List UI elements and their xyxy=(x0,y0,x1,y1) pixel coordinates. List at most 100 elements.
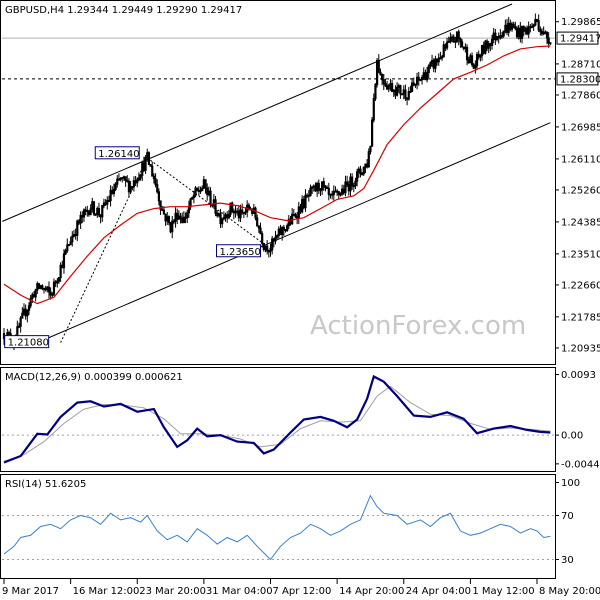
candle xyxy=(354,177,357,189)
candle xyxy=(462,46,465,51)
candle xyxy=(509,19,512,32)
candle xyxy=(34,288,37,302)
candle xyxy=(346,175,349,188)
macd-signal-line xyxy=(3,385,551,462)
macd-main-line xyxy=(3,374,551,464)
candle xyxy=(515,25,519,39)
rsi-series xyxy=(3,494,551,561)
candle xyxy=(327,182,330,201)
candle-body xyxy=(372,98,375,121)
candle xyxy=(419,78,422,82)
candle xyxy=(57,277,61,284)
candle xyxy=(39,285,42,290)
candle xyxy=(42,287,46,294)
candle xyxy=(386,80,389,90)
moving-average-series xyxy=(3,45,551,305)
candle-body xyxy=(124,176,127,181)
candle xyxy=(530,22,534,29)
candle xyxy=(407,87,410,101)
rsi-tick-label: 100 xyxy=(561,478,580,489)
candle xyxy=(297,201,300,224)
pivot-annotation-label: 1.26140 xyxy=(98,149,139,160)
level-price-box: 1.28300 xyxy=(556,72,600,86)
candle-body xyxy=(182,216,185,224)
time-tick-label: 9 Mar 2017 xyxy=(2,586,59,597)
candle-body xyxy=(294,214,297,218)
candle xyxy=(474,60,477,74)
candle xyxy=(172,218,175,225)
candle-body xyxy=(259,227,262,235)
candle-body xyxy=(437,57,440,63)
candle xyxy=(97,202,101,218)
candle xyxy=(289,215,292,226)
candle-body xyxy=(241,209,244,214)
candle-body xyxy=(274,236,277,242)
candle-body xyxy=(352,185,355,188)
candle xyxy=(342,184,345,195)
candle xyxy=(207,186,210,197)
candle-body xyxy=(214,199,217,214)
candle xyxy=(292,208,295,217)
candle xyxy=(201,185,204,192)
candle-body xyxy=(286,225,289,232)
candle-body xyxy=(236,210,239,213)
candle xyxy=(384,78,387,88)
candle-body xyxy=(307,194,310,197)
candle xyxy=(469,53,472,64)
candle xyxy=(177,210,180,220)
time-tick-label: 7 Apr 12:00 xyxy=(273,586,332,597)
candle xyxy=(527,21,530,39)
candle-body xyxy=(29,297,32,307)
candle xyxy=(467,56,470,64)
candle xyxy=(77,219,81,226)
candle xyxy=(41,284,44,291)
candle xyxy=(81,211,84,224)
candle xyxy=(539,26,542,36)
candle xyxy=(477,50,480,60)
candle xyxy=(112,183,116,197)
candle xyxy=(324,185,327,192)
candle-body xyxy=(54,281,57,284)
candle xyxy=(189,197,192,210)
candle xyxy=(214,196,217,217)
candle xyxy=(216,209,219,218)
candle xyxy=(307,189,310,202)
candle xyxy=(239,204,242,222)
candle-body xyxy=(460,41,464,48)
candle xyxy=(505,19,509,36)
price-tick-label: 1.24385 xyxy=(561,217,600,228)
candle-body xyxy=(351,176,354,187)
candle xyxy=(494,28,497,45)
candle-body xyxy=(172,220,175,223)
candle xyxy=(181,212,184,224)
candle xyxy=(282,224,285,236)
candle xyxy=(206,183,209,201)
candle xyxy=(500,31,504,39)
candle xyxy=(279,224,282,236)
candle-body xyxy=(459,38,462,43)
candle-body xyxy=(545,31,549,39)
candle xyxy=(237,205,240,222)
candle-body xyxy=(117,178,121,181)
candle-body xyxy=(449,37,452,42)
candle xyxy=(276,234,279,240)
candle xyxy=(32,291,36,298)
candle-body xyxy=(332,190,335,196)
price-tick-label: 1.27860 xyxy=(561,90,600,101)
candle xyxy=(394,85,397,100)
candle xyxy=(429,61,432,69)
candle-body xyxy=(450,36,454,39)
candle-body xyxy=(474,65,477,69)
candle xyxy=(524,26,527,35)
pivot-annotation-box xyxy=(94,146,140,160)
candle xyxy=(444,43,447,52)
candle-body xyxy=(454,40,457,43)
candle-body xyxy=(52,281,56,295)
candle xyxy=(445,37,449,51)
candle-body xyxy=(382,79,385,85)
candle xyxy=(504,19,507,34)
candle xyxy=(256,214,259,227)
candle xyxy=(390,79,394,93)
candle-body xyxy=(549,42,552,45)
candle xyxy=(36,281,39,295)
